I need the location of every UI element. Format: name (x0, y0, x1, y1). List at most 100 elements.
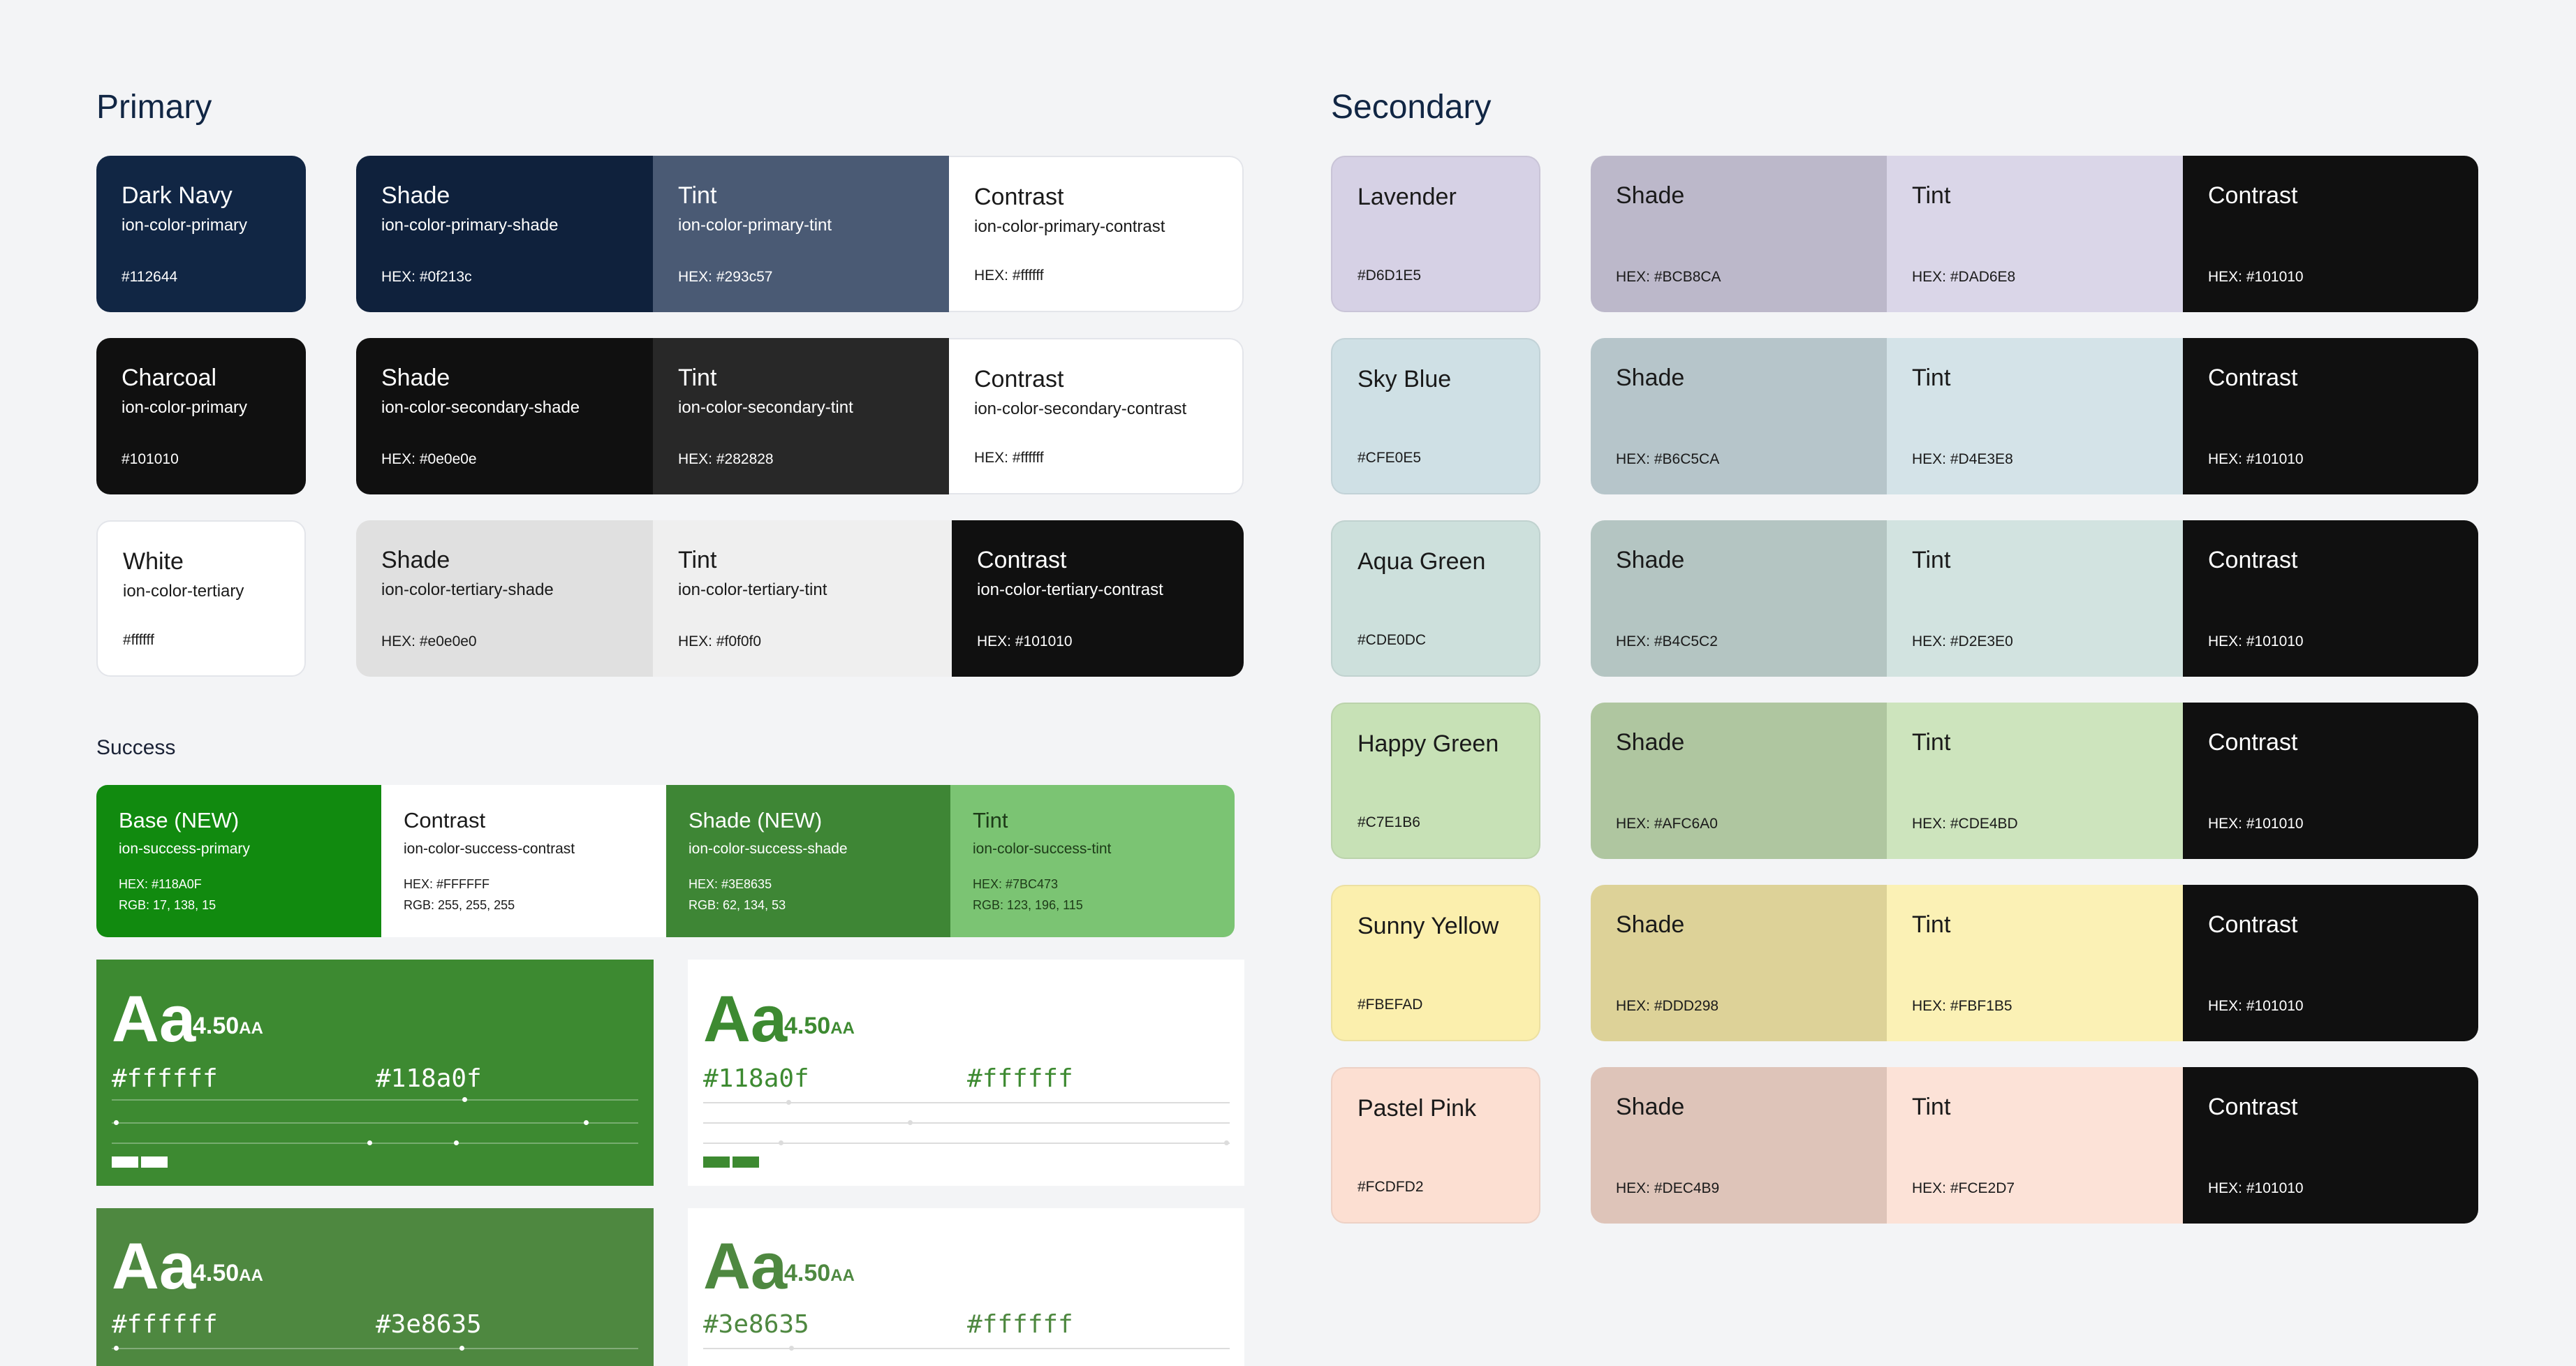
shade-cell[interactable]: Shade ion-color-tertiary-shade HEX: #e0e… (356, 520, 653, 677)
slider-handle[interactable] (908, 1120, 913, 1125)
preview-sample-text: Aa (112, 982, 196, 1055)
tint-name: Tint (1912, 182, 1951, 209)
tint-hex: HEX: #FBF1B5 (1912, 998, 2012, 1014)
slider-track (703, 1143, 1230, 1144)
contrast-cell[interactable]: Contrast HEX: #101010 (2183, 885, 2478, 1041)
contrast-preview[interactable]: Aa 4.50AA #ffffff #118a0f (96, 960, 654, 1186)
shade-cell[interactable]: Shade ion-color-secondary-shade HEX: #0e… (356, 338, 653, 494)
secondary-swatch[interactable]: Happy Green #C7E1B6 (1331, 703, 1540, 859)
success-hex: HEX: #118A0F (119, 877, 202, 891)
contrast-name: Contrast (974, 184, 1064, 210)
ratio-level: AA (239, 1019, 263, 1038)
slider-track (112, 1099, 638, 1101)
secondary-swatch[interactable]: Pastel Pink #FCDFD2 (1331, 1067, 1540, 1224)
toggle-button[interactable] (733, 1156, 759, 1168)
contrast-cell[interactable]: Contrast HEX: #101010 (2183, 1067, 2478, 1224)
slider-handle[interactable] (1224, 1140, 1229, 1145)
shade-cell[interactable]: Shade HEX: #B6C5CA (1591, 338, 1887, 494)
tint-cell[interactable]: Tint HEX: #D4E3E8 (1887, 338, 2183, 494)
tint-name: Tint (1912, 547, 1951, 573)
contrast-cell[interactable]: Contrast HEX: #101010 (2183, 520, 2478, 677)
slider-track (703, 1102, 1230, 1103)
toggle-button[interactable] (141, 1156, 168, 1168)
contrast-cell[interactable]: Contrast HEX: #101010 (2183, 703, 2478, 859)
toggle-button[interactable] (703, 1156, 730, 1168)
tint-cell[interactable]: Tint ion-color-secondary-tint HEX: #2828… (653, 338, 949, 494)
shade-hex: HEX: #AFC6A0 (1616, 816, 1718, 832)
contrast-name: Contrast (2208, 1094, 2298, 1120)
shade-cell[interactable]: Shade HEX: #BCB8CA (1591, 156, 1887, 312)
tint-cell[interactable]: Tint HEX: #DAD6E8 (1887, 156, 2183, 312)
slider-handle[interactable] (462, 1097, 467, 1102)
contrast-cell[interactable]: Contrast HEX: #101010 (2183, 338, 2478, 494)
slider-handle[interactable] (454, 1140, 459, 1145)
slider-handle[interactable] (114, 1346, 119, 1351)
slider-handle[interactable] (114, 1120, 119, 1125)
toggle-button[interactable] (112, 1156, 138, 1168)
slider-handle[interactable] (789, 1346, 794, 1351)
preview-left-hex: #ffffff (112, 1064, 218, 1093)
shade-cell[interactable]: Shade HEX: #DDD298 (1591, 885, 1887, 1041)
contrast-cell[interactable]: Contrast ion-color-primary-contrast HEX:… (949, 156, 1244, 312)
contrast-preview[interactable]: Aa 4.50AA #3e8635 #ffffff (688, 1208, 1244, 1366)
tint-hex: HEX: #D2E3E0 (1912, 633, 2013, 649)
success-name: Base (NEW) (119, 808, 240, 832)
contrast-preview[interactable]: Aa 4.50AA #118a0f #ffffff (688, 960, 1244, 1186)
secondary-swatch[interactable]: Lavender #D6D1E5 (1331, 156, 1540, 312)
shade-name: Shade (1616, 365, 1685, 391)
secondary-variants-row: Shade HEX: #BCB8CA Tint HEX: #DAD6E8 Con… (1591, 156, 2478, 312)
secondary-swatch[interactable]: Aqua Green #CDE0DC (1331, 520, 1540, 677)
swatch-white[interactable]: White ion-color-tertiary #ffffff (96, 520, 306, 677)
slider-handle[interactable] (584, 1120, 589, 1125)
shade-name: Shade (1616, 911, 1685, 938)
success-shade-cell[interactable]: Shade (NEW) ion-color-success-shade HEX:… (666, 785, 950, 937)
swatch-name: Lavender (1357, 184, 1457, 210)
success-name: Tint (973, 808, 1008, 832)
tint-cell[interactable]: Tint HEX: #FCE2D7 (1887, 1067, 2183, 1224)
shade-hex: HEX: #e0e0e0 (381, 633, 477, 649)
secondary-swatch[interactable]: Sunny Yellow #FBEFAD (1331, 885, 1540, 1041)
slider-handle[interactable] (779, 1140, 783, 1145)
swatch-name: Dark Navy (122, 182, 233, 209)
swatch-charcoal[interactable]: Charcoal ion-color-primary #101010 (96, 338, 306, 494)
tint-cell[interactable]: Tint HEX: #FBF1B5 (1887, 885, 2183, 1041)
shade-name: Shade (381, 365, 450, 391)
success-contrast-cell[interactable]: Contrast ion-color-success-contrast HEX:… (381, 785, 666, 937)
slider-handle[interactable] (459, 1346, 464, 1351)
swatch-dark-navy[interactable]: Dark Navy ion-color-primary #112644 (96, 156, 306, 312)
tint-var: ion-color-primary-tint (678, 216, 832, 235)
success-name: Contrast (404, 808, 486, 832)
tint-cell[interactable]: Tint HEX: #CDE4BD (1887, 703, 2183, 859)
slider-track (112, 1348, 638, 1349)
success-var: ion-color-success-tint (973, 841, 1112, 857)
contrast-cell[interactable]: Contrast HEX: #101010 (2183, 156, 2478, 312)
shade-cell[interactable]: Shade ion-color-primary-shade HEX: #0f21… (356, 156, 653, 312)
ratio-value: 4.50 (784, 1013, 831, 1039)
shade-name: Shade (1616, 182, 1685, 209)
slider-handle[interactable] (367, 1140, 372, 1145)
preview-left-hex: #3e8635 (703, 1310, 809, 1339)
contrast-name: Contrast (974, 366, 1064, 392)
swatch-name: Happy Green (1357, 730, 1499, 757)
contrast-cell[interactable]: Contrast ion-color-secondary-contrast HE… (949, 338, 1244, 494)
shade-cell[interactable]: Shade HEX: #AFC6A0 (1591, 703, 1887, 859)
secondary-swatch[interactable]: Sky Blue #CFE0E5 (1331, 338, 1540, 494)
tint-name: Tint (678, 547, 717, 573)
shade-cell[interactable]: Shade HEX: #DEC4B9 (1591, 1067, 1887, 1224)
success-tint-cell[interactable]: Tint ion-color-success-tint HEX: #7BC473… (950, 785, 1235, 937)
preview-ratio: 4.50AA (193, 1013, 263, 1040)
success-base-cell[interactable]: Base (NEW) ion-success-primary HEX: #118… (96, 785, 381, 937)
contrast-cell[interactable]: Contrast ion-color-tertiary-contrast HEX… (952, 520, 1244, 677)
contrast-name: Contrast (977, 547, 1067, 573)
slider-handle[interactable] (786, 1100, 791, 1105)
secondary-variants-row: Shade HEX: #B4C5C2 Tint HEX: #D2E3E0 Con… (1591, 520, 2478, 677)
success-var: ion-success-primary (119, 841, 250, 857)
tint-hex: HEX: #282828 (678, 451, 774, 467)
contrast-preview[interactable]: Aa 4.50AA #ffffff #3e8635 (96, 1208, 654, 1366)
ratio-level: AA (239, 1266, 263, 1285)
tint-cell[interactable]: Tint HEX: #D2E3E0 (1887, 520, 2183, 677)
tint-cell[interactable]: Tint ion-color-tertiary-tint HEX: #f0f0f… (653, 520, 952, 677)
tint-cell[interactable]: Tint ion-color-primary-tint HEX: #293c57 (653, 156, 949, 312)
slider-track (703, 1122, 1230, 1124)
shade-cell[interactable]: Shade HEX: #B4C5C2 (1591, 520, 1887, 677)
